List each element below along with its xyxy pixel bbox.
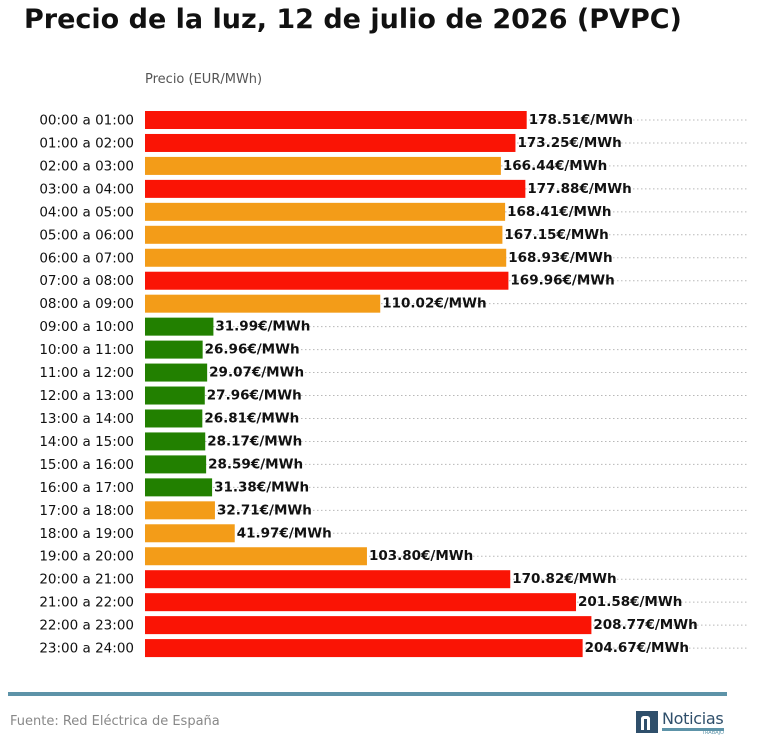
tick-label: 02:00 a 03:00 [39,158,134,174]
publisher-logo: Noticias TRABAJO [636,709,732,737]
tick-label: 13:00 a 14:00 [39,411,134,427]
bar [145,294,381,313]
bar [145,593,577,612]
footer-rule [8,692,727,696]
bar [145,225,503,244]
axis-label: Precio (EUR/MWh) [145,72,263,87]
data-label: 29.07€/MWh [209,365,304,381]
data-label: 27.96€/MWh [207,388,302,404]
tick-label: 16:00 a 17:00 [39,480,134,496]
tick-label: 11:00 a 12:00 [39,365,134,381]
tick-label: 06:00 a 07:00 [39,250,134,266]
data-label: 28.59€/MWh [208,456,303,472]
tick-label: 04:00 a 05:00 [39,204,134,220]
data-label: 26.96€/MWh [205,342,300,358]
bar [145,248,507,267]
logo-mark-icon [636,711,658,733]
data-label: 41.97€/MWh [237,525,332,541]
tick-label: 20:00 a 21:00 [39,572,134,588]
bar [145,179,526,198]
chart-title: Precio de la luz, 12 de julio de 2026 (P… [24,4,682,35]
tick-label: 18:00 a 19:00 [39,526,134,542]
tick-label: 22:00 a 23:00 [39,618,134,634]
tick-label: 09:00 a 10:00 [39,319,134,335]
tick-label: 15:00 a 16:00 [39,457,134,473]
bar-chart: 00:00 a 01:00 178.51€/MWh 01:00 a 02:00 173… [39,111,748,658]
data-label: 31.38€/MWh [214,479,309,495]
data-label: 168.41€/MWh [507,204,611,220]
tick-label: 17:00 a 18:00 [39,503,134,519]
tick-label: 07:00 a 08:00 [39,273,134,289]
bar [145,524,235,543]
tick-label: 19:00 a 20:00 [39,549,134,565]
bar [145,111,527,129]
bar [145,455,207,474]
bar [145,156,501,175]
bar [145,386,205,405]
tick-label: 12:00 a 13:00 [39,388,134,404]
tick-label: 14:00 a 15:00 [39,434,134,450]
data-label: 26.81€/MWh [204,410,299,426]
tick-label: 08:00 a 09:00 [39,296,134,312]
tick-label: 00:00 a 01:00 [39,113,134,129]
bar [145,133,516,152]
data-label: 32.71€/MWh [217,502,312,518]
logo-wordmark: Noticias [662,709,724,728]
data-label: 168.93€/MWh [508,250,612,266]
data-label: 201.58€/MWh [578,594,682,610]
bar [145,202,506,221]
bar [145,501,215,520]
logo-subtext: TRABAJO [662,728,724,736]
bar [145,340,203,359]
data-label: 170.82€/MWh [512,571,616,587]
bar [145,616,592,635]
data-label: 169.96€/MWh [510,273,614,289]
tick-label: 01:00 a 02:00 [39,135,134,151]
tick-label: 03:00 a 04:00 [39,181,134,197]
bar [145,570,511,589]
bar [145,409,203,428]
tick-label: 10:00 a 11:00 [39,342,134,358]
bar [145,363,208,382]
tick-label: 05:00 a 06:00 [39,227,134,243]
data-label: 177.88€/MWh [527,181,631,197]
tick-label: 23:00 a 24:00 [39,641,134,657]
bar [145,317,214,336]
bar [145,639,583,658]
data-label: 103.80€/MWh [369,548,473,564]
data-label: 166.44€/MWh [503,158,607,174]
source-note: Fuente: Red Eléctrica de España [10,714,220,729]
data-label: 31.99€/MWh [215,319,310,335]
bar [145,271,509,290]
bar [145,547,367,566]
data-label: 204.67€/MWh [585,640,689,656]
bar [145,478,213,497]
data-label: 167.15€/MWh [504,227,608,243]
data-label: 178.51€/MWh [529,112,633,128]
data-label: 28.17€/MWh [207,433,302,449]
data-label: 110.02€/MWh [382,296,486,312]
data-label: 208.77€/MWh [593,617,697,633]
bar [145,432,206,451]
tick-label: 21:00 a 22:00 [39,595,134,611]
data-label: 173.25€/MWh [517,135,621,151]
